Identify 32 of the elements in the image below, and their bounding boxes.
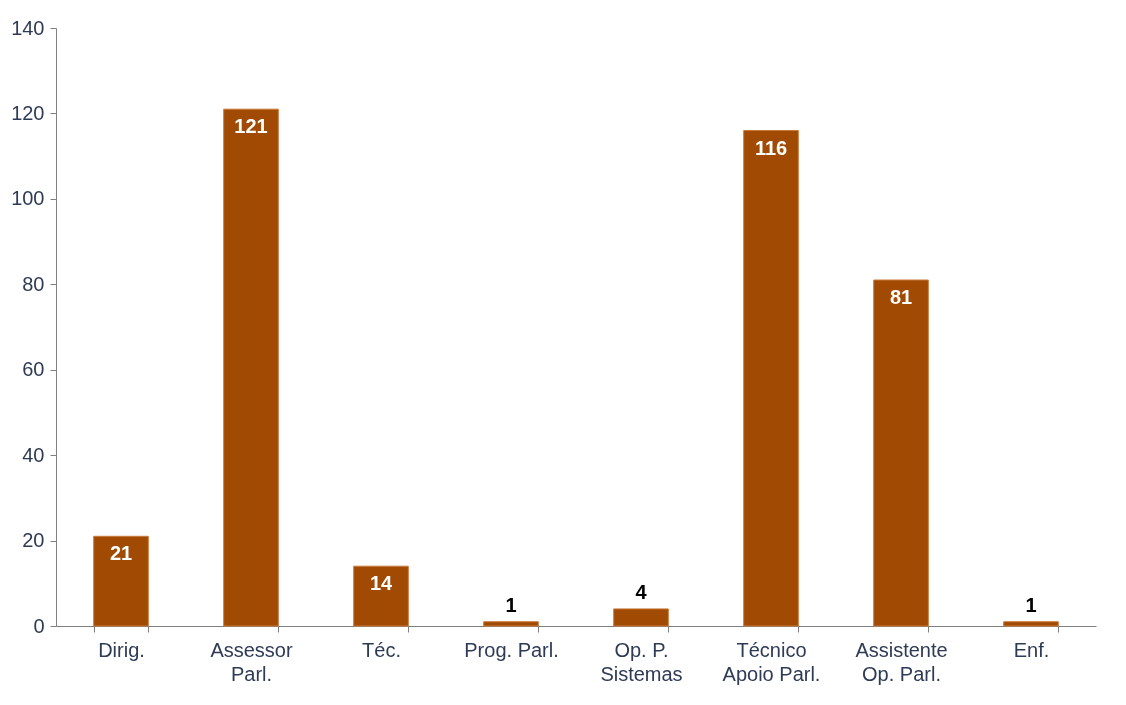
y-tick-label: 120 — [11, 101, 45, 124]
data-label: 121 — [234, 115, 268, 138]
data-label: 116 — [754, 136, 788, 159]
y-tick-label: 80 — [22, 272, 45, 295]
bar — [483, 621, 539, 627]
bar — [873, 279, 929, 627]
x-tick-label: Enf. — [1013, 638, 1050, 661]
bar — [743, 130, 799, 627]
y-tick-label: 60 — [22, 358, 45, 381]
bar — [93, 535, 149, 627]
y-tick-label: 0 — [33, 614, 45, 637]
bar — [353, 565, 409, 627]
data-label: 1 — [505, 593, 517, 616]
data-label: 4 — [635, 580, 648, 603]
bar — [223, 108, 279, 627]
data-label: 1 — [1025, 593, 1037, 616]
y-tick-label: 20 — [22, 529, 45, 552]
data-label: 21 — [109, 542, 133, 565]
bar — [1003, 621, 1059, 627]
data-label: 81 — [889, 286, 913, 309]
y-tick-label: 140 — [11, 16, 45, 39]
y-tick-label: 100 — [11, 187, 45, 210]
bar — [613, 608, 669, 627]
x-tick-label: Técnico Apoio Parl. — [722, 638, 821, 685]
x-tick-label: Op. P. Sistemas — [600, 638, 683, 685]
data-label: 14 — [369, 572, 393, 595]
y-tick-label: 40 — [22, 443, 45, 466]
x-tick-label: Assistente Op. Parl. — [855, 638, 948, 685]
x-tick-label: Téc. — [362, 638, 401, 661]
x-tick-label: Assessor Parl. — [210, 638, 293, 685]
x-tick-label: Dirig. — [98, 638, 145, 661]
x-tick-label: Prog. Parl. — [464, 638, 559, 661]
